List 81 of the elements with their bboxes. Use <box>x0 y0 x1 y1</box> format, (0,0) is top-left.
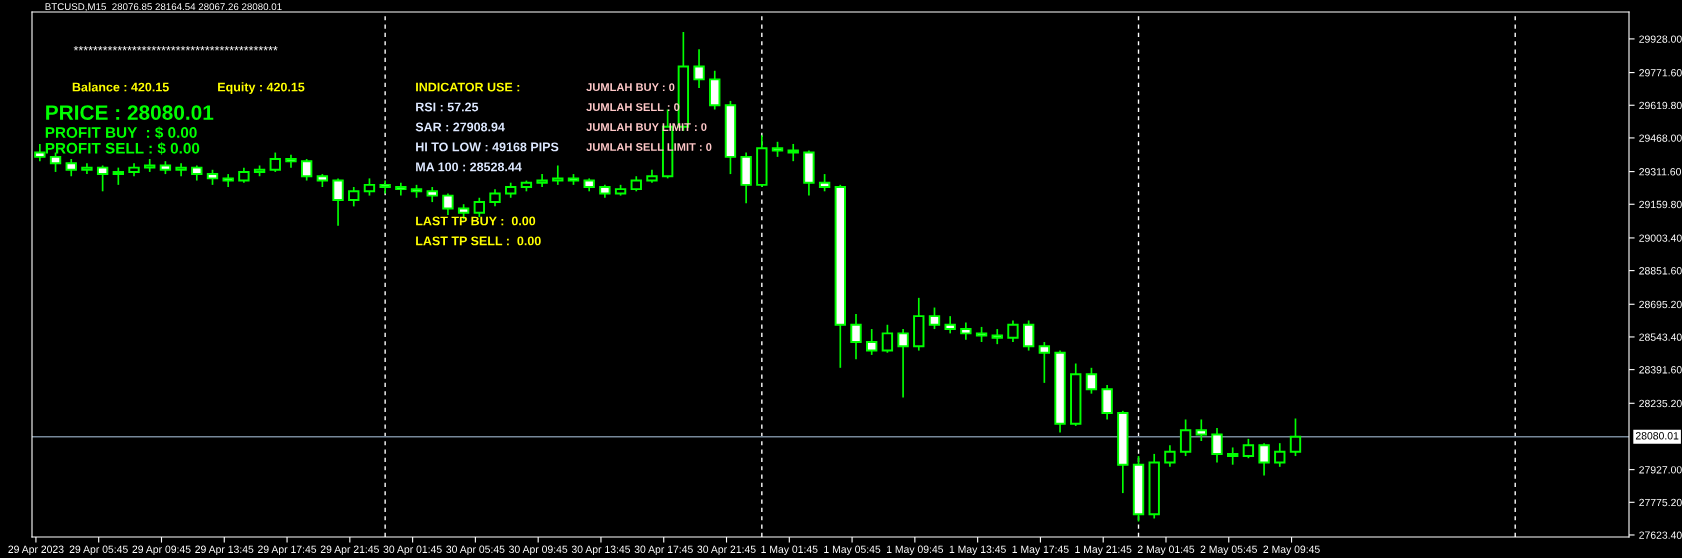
x-tick-label: 30 Apr 13:45 <box>571 545 631 556</box>
y-tick-label: 28695.20 <box>1639 300 1682 309</box>
candlestick <box>1195 418 1207 442</box>
annotation: PROFIT SELL : $ 0.00 <box>45 142 200 155</box>
annotation: Equity : 420.15 <box>218 82 305 94</box>
candlestick <box>693 48 705 89</box>
annotation: PROFIT BUY : $ 0.00 <box>45 126 197 139</box>
candlestick <box>1007 319 1019 343</box>
x-tick-label: 29 Apr 13:45 <box>195 545 254 556</box>
y-tick-label: 28391.60 <box>1639 366 1682 374</box>
y-tick-label: 29928.00 <box>1639 35 1682 43</box>
annotation: JUMLAH BUY : 0 <box>586 83 675 92</box>
candlestick <box>332 177 344 227</box>
annotation: LAST TP BUY : 0.00 <box>416 216 536 226</box>
annotation: MA 100 : 28528.44 <box>416 162 522 172</box>
y-tick-label: 29003.40 <box>1639 234 1682 242</box>
x-tick-label: 30 Apr 05:45 <box>446 545 505 556</box>
y-tick-label: 29771.60 <box>1639 69 1682 77</box>
y-tick-label: 27775.20 <box>1639 498 1682 507</box>
y-tick-label: 29311.60 <box>1639 168 1681 176</box>
ref-line-label: 28080.01 <box>1635 432 1679 440</box>
x-tick-label: 1 May 09:45 <box>887 545 944 556</box>
candlestick <box>96 164 109 193</box>
candlestick <box>1038 341 1051 384</box>
annotation: LAST TP SELL : 0.00 <box>416 236 541 246</box>
x-tick-label: 2 May 09:45 <box>1263 545 1320 556</box>
x-tick-label: 29 Apr 2023 <box>8 545 64 556</box>
candlestick <box>473 196 485 218</box>
candlestick <box>881 323 894 354</box>
y-tick-label: 28235.20 <box>1639 399 1682 408</box>
candlestick <box>928 306 941 330</box>
candlestick <box>112 166 124 186</box>
candlestick <box>1227 446 1239 466</box>
candlestick <box>552 164 564 186</box>
candlestick <box>348 186 360 208</box>
candlestick <box>897 328 909 399</box>
x-tick-label: 29 Apr 21:45 <box>320 545 379 556</box>
candlestick <box>1022 319 1035 352</box>
y-tick-label: 27623.40 <box>1639 531 1682 539</box>
y-tick-label: 29159.80 <box>1639 200 1682 209</box>
x-tick-label: 1 May 01:45 <box>761 545 818 556</box>
annotation: HI TO LOW : 49168 PIPS <box>416 142 559 152</box>
candlestick <box>1101 384 1113 421</box>
annotation: Balance : 420.15 <box>72 82 169 92</box>
x-tick-label: 29 Apr 09:45 <box>132 545 191 556</box>
candlestick <box>1258 442 1270 477</box>
chart-title: BTCUSD,M15 28076.85 28164.54 28067.26 28080.01 <box>45 3 282 12</box>
x-tick-label: 2 May 01:45 <box>1137 545 1195 556</box>
x-tick-label: 1 May 21:45 <box>1075 545 1132 556</box>
y-tick-label: 28543.40 <box>1639 333 1682 341</box>
y-tick-label: 27927.00 <box>1639 466 1682 474</box>
x-tick-label: 29 Apr 17:45 <box>258 545 317 556</box>
candlestick <box>1085 366 1098 395</box>
candlestick <box>1179 418 1192 457</box>
x-tick-label: 1 May 05:45 <box>824 545 881 556</box>
x-tick-label: 30 Apr 01:45 <box>383 545 442 556</box>
x-tick-label: 29 Apr 05:45 <box>69 545 128 556</box>
annotation: SAR : 27908.94 <box>415 122 505 132</box>
candlestick <box>1164 444 1176 468</box>
annotation: RSI : 57.25 <box>416 102 479 112</box>
x-tick-label: 30 Apr 17:45 <box>634 545 693 556</box>
x-tick-label: 2 May 05:45 <box>1200 545 1257 556</box>
candlestick <box>1274 442 1286 468</box>
annotation: ****************************************** <box>73 46 278 51</box>
x-tick-label: 30 Apr 09:45 <box>509 545 568 556</box>
candlestick <box>866 328 878 356</box>
candlestick <box>269 151 281 173</box>
y-tick-label: 28851.60 <box>1639 267 1682 275</box>
candlestick <box>442 192 454 216</box>
x-tick-label: 1 May 17:45 <box>1012 545 1069 556</box>
candlestick <box>1242 438 1255 460</box>
candlestick <box>300 158 313 182</box>
y-tick-label: 29619.80 <box>1639 101 1682 110</box>
candlestick <box>1289 417 1302 457</box>
candlestick <box>1211 427 1223 464</box>
x-tick-label: 30 Apr 21:45 <box>697 545 756 556</box>
x-tick-label: 1 May 13:45 <box>949 545 1006 556</box>
y-tick-label: 29468.00 <box>1639 134 1682 142</box>
annotation: PRICE : 28080.01 <box>46 105 214 120</box>
candlestick <box>850 313 862 361</box>
annotation: INDICATOR USE : <box>416 82 520 92</box>
